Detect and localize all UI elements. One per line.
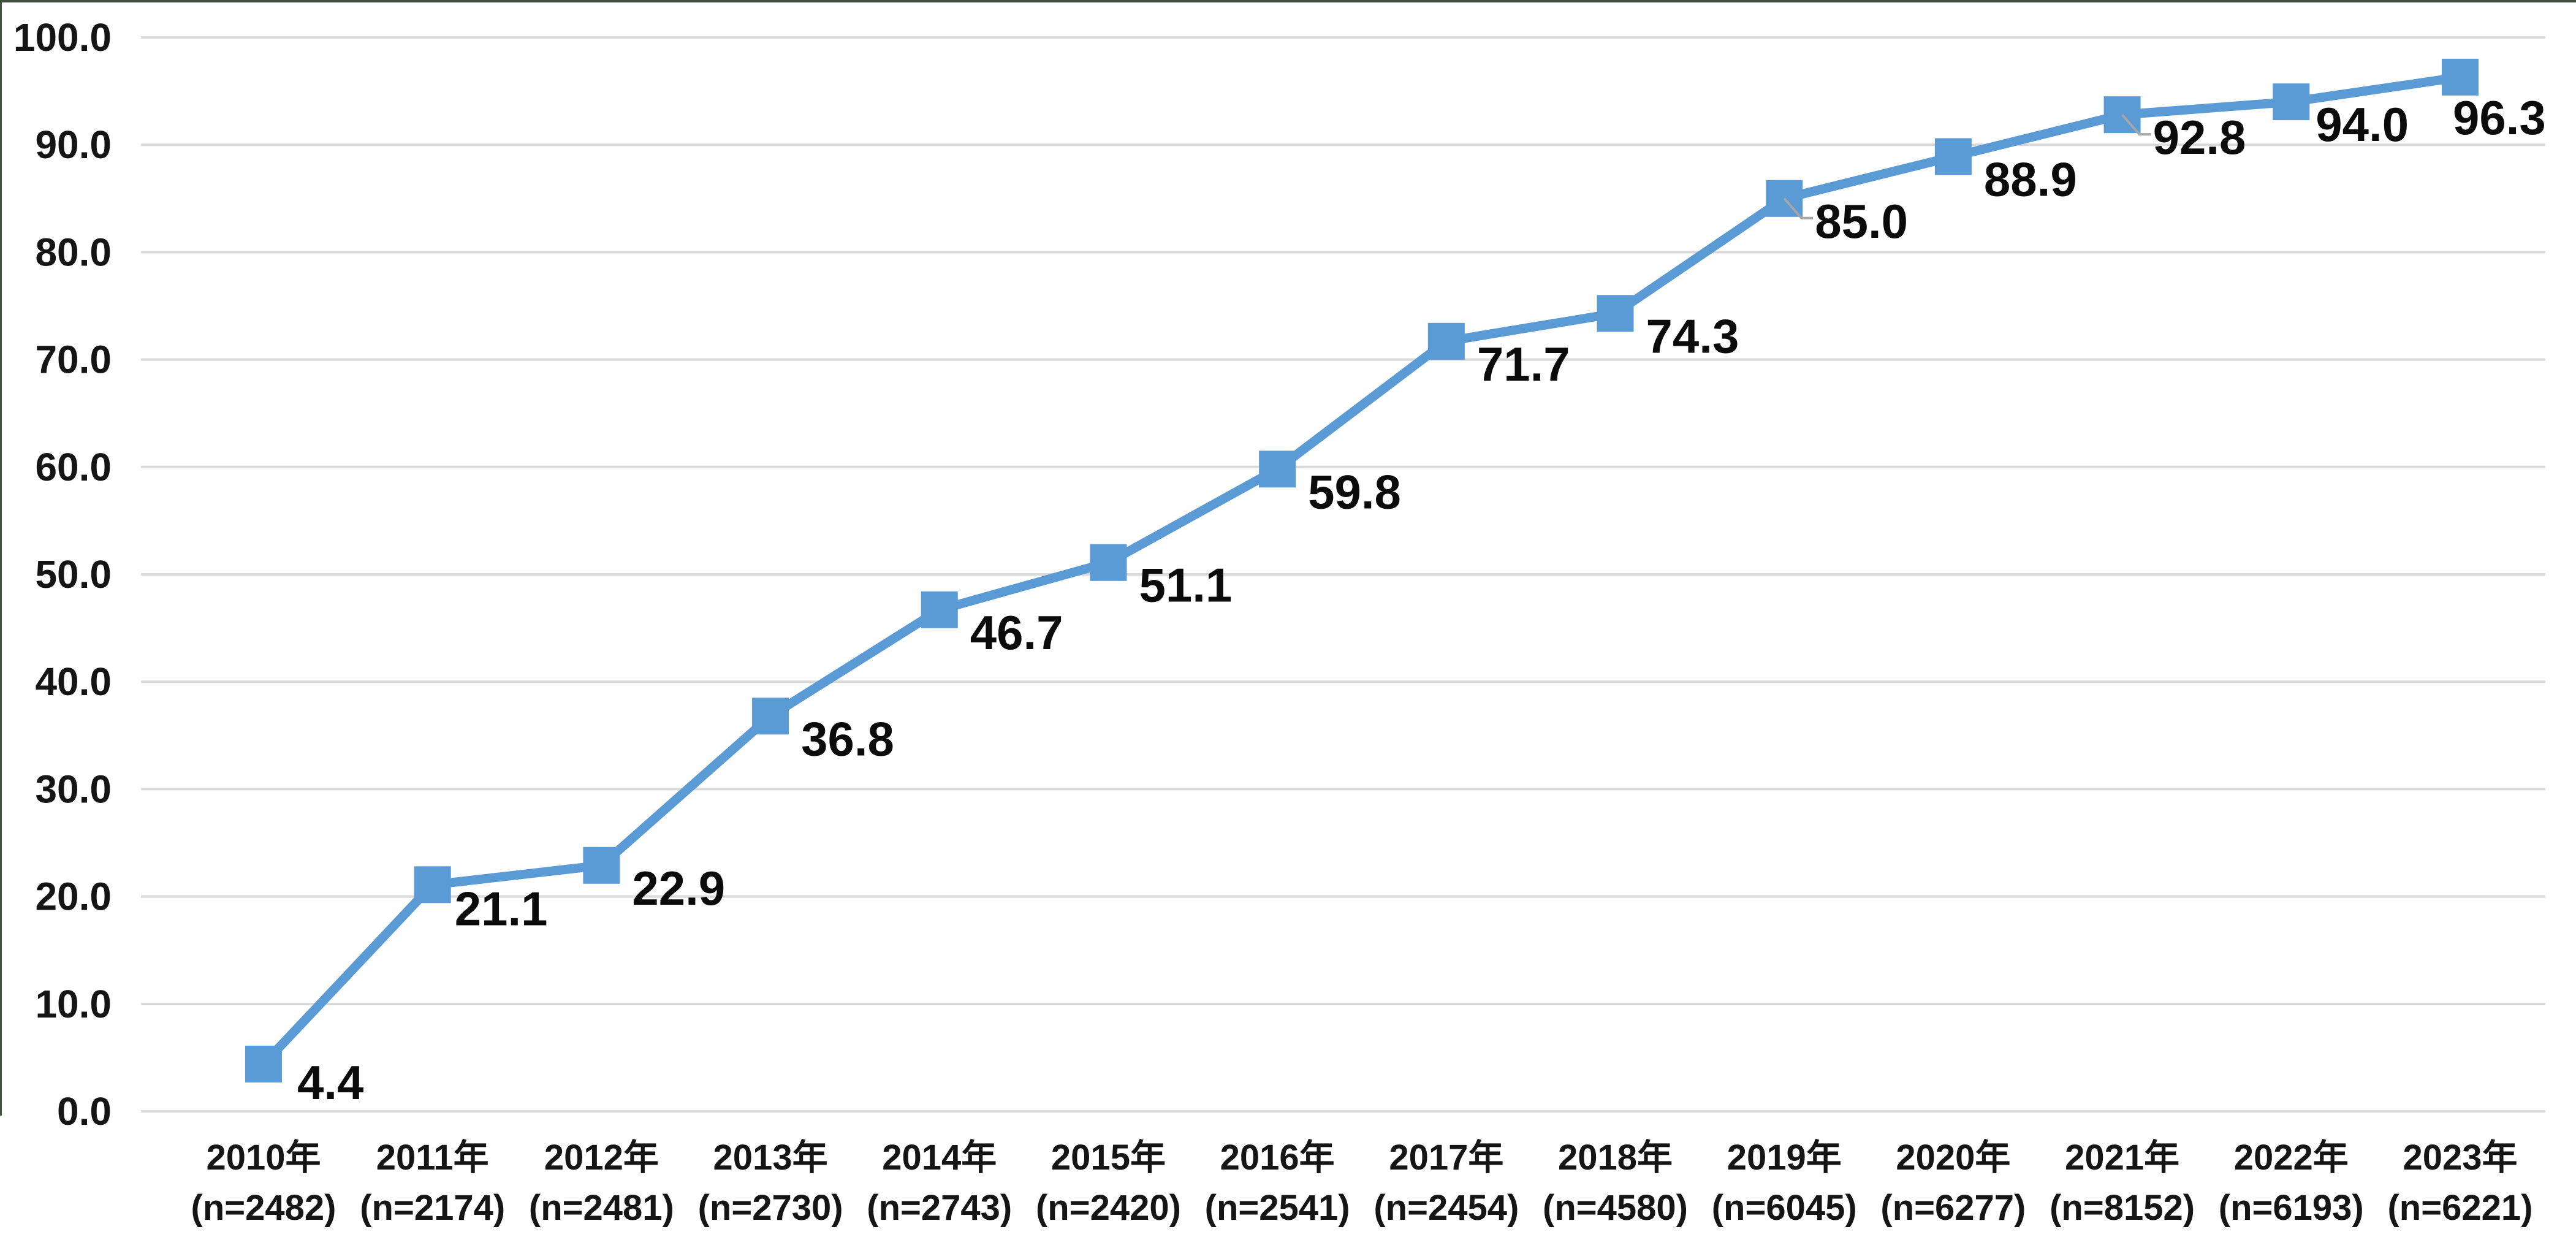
x-axis-year-label: 2015年	[1051, 1138, 1166, 1178]
data-point-label: 59.8	[1308, 465, 1401, 519]
y-axis-tick-label: 20.0	[35, 875, 112, 919]
y-axis-tick-label: 90.0	[35, 123, 112, 167]
data-point-marker	[414, 866, 451, 904]
x-axis-n-label: (n=2482)	[191, 1188, 336, 1228]
data-point-marker	[1090, 544, 1127, 581]
data-point-label: 36.8	[801, 712, 894, 766]
y-axis-tick-label: 60.0	[35, 445, 112, 489]
x-axis-n-label: (n=6277)	[1880, 1188, 2026, 1228]
x-axis-n-label: (n=2420)	[1036, 1188, 1181, 1228]
x-axis-n-label: (n=8152)	[2050, 1188, 2195, 1228]
data-point-marker	[752, 698, 789, 735]
x-axis-n-label: (n=2743)	[867, 1188, 1012, 1228]
x-axis-year-label: 2018年	[1558, 1138, 1673, 1178]
data-point-label: 74.3	[1646, 309, 1739, 363]
data-point-marker	[245, 1045, 282, 1082]
y-axis-tick-label: 40.0	[35, 660, 112, 704]
x-axis-n-label: (n=2174)	[360, 1188, 505, 1228]
data-point-marker	[1934, 138, 1972, 175]
data-point-marker	[583, 847, 620, 884]
y-axis-tick-label: 70.0	[35, 338, 112, 382]
x-axis-year-label: 2012年	[544, 1138, 659, 1178]
x-axis-year-label: 2011年	[376, 1138, 489, 1178]
y-axis-tick-label: 100.0	[13, 15, 112, 59]
x-axis-n-label: (n=4580)	[1543, 1188, 1688, 1228]
frame-border-top	[0, 0, 2576, 2]
data-point-label: 96.3	[2453, 91, 2546, 145]
y-axis-tick-label: 30.0	[35, 767, 112, 811]
y-axis-tick-label: 10.0	[35, 982, 112, 1026]
label-leader-line	[1783, 197, 1814, 219]
x-axis-n-label: (n=2541)	[1205, 1188, 1350, 1228]
data-point-marker	[2273, 83, 2310, 121]
x-axis-year-label: 2020年	[1896, 1138, 2010, 1178]
series-line	[259, 72, 2465, 1069]
data-point-marker	[921, 591, 958, 628]
data-point-marker	[2441, 58, 2479, 96]
x-axis-year-label: 2014年	[882, 1138, 997, 1178]
y-axis-tick-label: 0.0	[57, 1089, 112, 1133]
data-point-label: 92.8	[2153, 110, 2246, 164]
data-point-marker	[1597, 295, 1634, 332]
x-axis-n-label: (n=6221)	[2387, 1188, 2532, 1228]
data-point-label: 88.9	[1984, 152, 2077, 206]
x-axis-year-label: 2019年	[1727, 1138, 1842, 1178]
data-point-marker	[1427, 322, 1465, 360]
x-axis-year-label: 2023年	[2403, 1138, 2517, 1178]
label-leader-line	[2121, 113, 2151, 136]
frame-border-left	[0, 0, 2, 1116]
x-axis-year-label: 2021年	[2065, 1138, 2179, 1178]
x-axis-year-label: 2022年	[2234, 1138, 2349, 1178]
data-point-label: 22.9	[632, 861, 725, 915]
y-axis-tick-label: 50.0	[35, 552, 112, 596]
x-axis-n-label: (n=2730)	[698, 1188, 843, 1228]
x-axis-year-label: 2013年	[713, 1138, 828, 1178]
data-point-label: 21.1	[455, 881, 548, 935]
x-axis-n-label: (n=2454)	[1373, 1188, 1519, 1228]
data-point-label: 46.7	[970, 606, 1063, 660]
x-axis-n-label: (n=6045)	[1712, 1188, 1857, 1228]
data-point-label: 85.0	[1815, 194, 1908, 248]
x-axis-year-label: 2010年	[206, 1138, 321, 1178]
data-point-label: 51.1	[1139, 558, 1232, 612]
data-point-label: 94.0	[2316, 97, 2409, 151]
x-axis-year-label: 2017年	[1389, 1138, 1503, 1178]
data-point-marker	[1259, 451, 1296, 488]
y-axis-tick-label: 80.0	[35, 230, 112, 274]
data-point-label: 71.7	[1477, 337, 1570, 391]
x-axis-year-label: 2016年	[1220, 1138, 1335, 1178]
x-axis-n-label: (n=2481)	[529, 1188, 674, 1228]
x-axis-n-label: (n=6193)	[2219, 1188, 2364, 1228]
data-point-label: 4.4	[297, 1056, 363, 1109]
